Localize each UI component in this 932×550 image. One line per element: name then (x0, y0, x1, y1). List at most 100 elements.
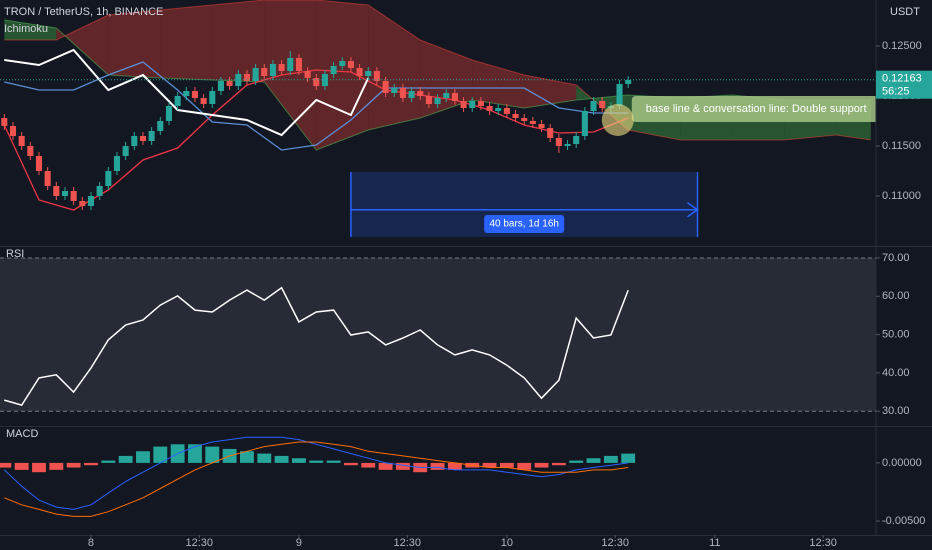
candle-body (174, 96, 181, 106)
candle-body (44, 171, 51, 186)
overlay: TRON / TetherUS, 1h, BINANCE Ichimoku US… (4, 6, 920, 440)
y-tick-label: 0.12500 (882, 40, 922, 52)
candle-body (287, 58, 294, 71)
candle-body (495, 108, 502, 111)
histogram-bar (32, 462, 46, 473)
y-tick-label: -0.00500 (882, 515, 925, 527)
histogram-bar (343, 462, 358, 466)
histogram-bar (395, 462, 410, 470)
candle-body (564, 144, 571, 146)
x-tick-label: 12:30 (393, 537, 421, 549)
candle-body (356, 68, 363, 76)
histogram-bar (205, 446, 220, 463)
candle-body (1, 118, 8, 126)
candle-body (226, 81, 233, 86)
histogram-bar (551, 462, 566, 466)
plot-area: 40 bars, 1d 16h base line & conversation … (0, 0, 876, 517)
histogram-bar (361, 462, 376, 468)
candle-body (235, 74, 242, 86)
symbol-title: TRON / TetherUS, 1h, BINANCE (4, 6, 163, 18)
candle-body (27, 146, 34, 156)
cloud-segment (472, 60, 525, 108)
candle-body (53, 186, 60, 196)
cloud-segment (368, 5, 421, 130)
macd-line (4, 441, 629, 517)
histogram-bar (101, 460, 116, 463)
candle-body (122, 146, 129, 156)
candle-body (304, 71, 311, 78)
x-tick-label: 9 (296, 537, 302, 549)
indicator-line (4, 48, 370, 137)
histogram-bar (482, 462, 497, 468)
cloud-segment (420, 40, 473, 118)
candle-body (469, 101, 476, 108)
candle-body (339, 61, 346, 66)
countdown-label: 56:25 (882, 86, 910, 98)
candle-body (529, 121, 536, 124)
candle-body (252, 68, 259, 81)
rsi-band (0, 257, 876, 412)
candle-body (434, 98, 441, 104)
histogram-bar (378, 462, 393, 470)
candle-body (417, 91, 424, 96)
histogram-bar (621, 453, 636, 463)
cloud-segment (160, 5, 213, 80)
candle-body (512, 114, 519, 118)
histogram-bar (257, 453, 272, 463)
histogram-bar (188, 444, 202, 463)
histogram-bar (517, 462, 532, 470)
candle-body (373, 71, 380, 81)
candle-body (9, 126, 17, 136)
histogram-bar (499, 462, 514, 468)
candle-body (217, 81, 224, 91)
histogram-bar (534, 462, 549, 468)
candle-body (183, 91, 190, 96)
candle-body (503, 108, 510, 114)
pane-title: MACD (6, 428, 38, 440)
currency-label: USDT (890, 6, 920, 18)
annotation-box (631, 96, 876, 122)
histogram-bar (14, 462, 29, 470)
x-tick-label: 12:30 (186, 537, 214, 549)
candle-body (18, 136, 25, 146)
last-price-label: 0.12163 (882, 73, 922, 85)
indicator-label: Ichimoku (4, 23, 48, 35)
histogram-bar (240, 451, 254, 463)
candle-body (209, 91, 216, 104)
candle-body (139, 136, 146, 141)
histogram-bar (430, 462, 445, 470)
last-price-box (876, 70, 932, 99)
histogram-bar (49, 462, 64, 470)
y-tick-label: 50.00 (882, 328, 910, 340)
pane-title: RSI (6, 248, 24, 260)
histogram-bar (586, 458, 601, 463)
histogram-bar (274, 455, 289, 463)
candle-body (148, 131, 155, 141)
histogram-bar (66, 462, 81, 468)
histogram-bar (136, 451, 150, 463)
histogram-bar (118, 455, 133, 463)
histogram-bar (153, 446, 168, 463)
candle-body (96, 186, 103, 196)
candle-body (477, 101, 484, 106)
candle-body (425, 96, 432, 104)
candle-body (70, 191, 77, 201)
candle-body (399, 88, 406, 98)
candle-body (105, 171, 112, 186)
histogram-bar (0, 462, 12, 468)
y-tick-label: 0.11500 (882, 140, 921, 152)
y-tick-label: 40.00 (882, 367, 910, 379)
y-tick-label: 0.11000 (882, 190, 921, 202)
candle-body (330, 66, 337, 74)
annotation-marker (601, 104, 634, 136)
candle-body (191, 91, 198, 98)
candle-body (625, 80, 632, 84)
x-tick-label: 12:30 (809, 537, 837, 549)
candle-body (365, 71, 372, 76)
candle-body (295, 58, 302, 71)
candle-body (347, 61, 354, 68)
candle-body (278, 64, 285, 71)
